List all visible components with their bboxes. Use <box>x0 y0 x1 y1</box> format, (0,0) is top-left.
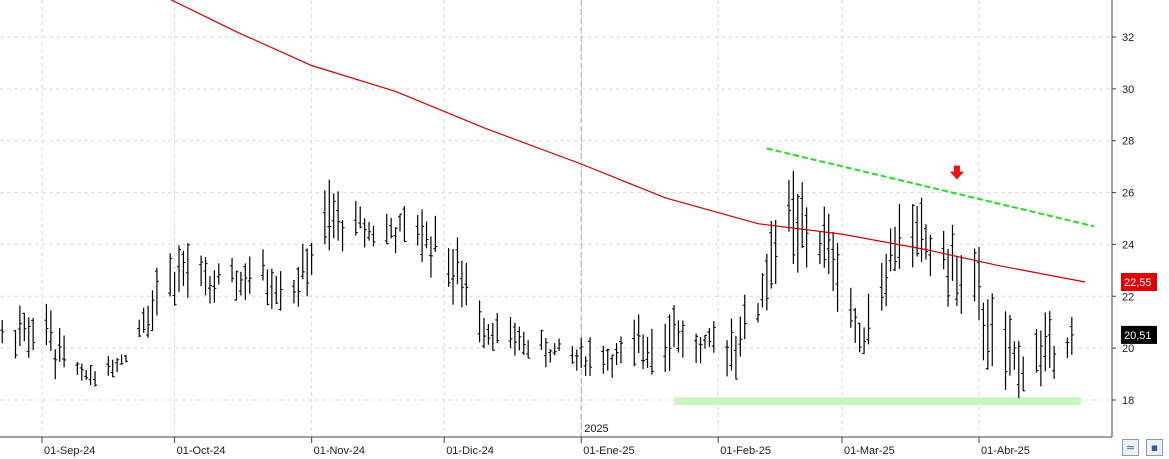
save-icon[interactable]: ▪ <box>1146 439 1163 456</box>
moving-average-line <box>170 0 1086 283</box>
price-labels: 22,55 20,51 <box>1121 273 1157 344</box>
grid <box>0 0 1112 437</box>
y-tick-label: 30 <box>1122 84 1134 96</box>
y-tick-label: 24 <box>1122 239 1134 251</box>
y-tick-label: 20 <box>1122 343 1134 355</box>
y-tick-label: 18 <box>1122 395 1134 407</box>
support-zone <box>674 397 1081 406</box>
zoom-button-wrap[interactable]: ≈ <box>1122 437 1144 459</box>
down-arrow-icon <box>949 165 964 180</box>
save-button-wrap[interactable]: ▪ <box>1144 437 1166 459</box>
support-zone-layer <box>674 397 1081 406</box>
price-label-badge <box>1121 273 1157 292</box>
y-tick-label: 22 <box>1122 291 1134 303</box>
year-marker-label: 2025 <box>584 423 608 435</box>
price-bars <box>0 170 1074 399</box>
y-tick-label: 26 <box>1122 188 1134 200</box>
moving-average-layer <box>170 0 1086 283</box>
resistance-line-layer <box>766 147 1095 228</box>
x-tick-label: 01-Ene-25 <box>583 445 634 457</box>
arrow-layer <box>949 165 964 180</box>
y-tick-label: 28 <box>1122 136 1134 148</box>
zoom-icon[interactable]: ≈ <box>1122 439 1139 456</box>
axes: 18 20 22 24 26 28 30 32 01-Sep-24 01-Oct-24 01-Nov… <box>0 0 1134 457</box>
price-label-text: 20,51 <box>1124 330 1152 342</box>
x-tick-label: 01-Feb-25 <box>720 445 771 457</box>
x-tick-label: 01-Abr-25 <box>981 445 1030 457</box>
resistance-line <box>766 147 1095 228</box>
x-tick-label: 01-Mar-25 <box>844 445 895 457</box>
y-tick-label: 32 <box>1122 32 1134 44</box>
price-label-badge <box>1121 325 1157 344</box>
x-tick-label: 01-Nov-24 <box>314 445 365 457</box>
x-tick-label: 01-Oct-24 <box>177 445 226 457</box>
x-tick-label: 01-Sep-24 <box>44 445 95 457</box>
x-tick-label: 01-Dic-24 <box>446 445 494 457</box>
price-label-text: 22,55 <box>1124 277 1152 289</box>
